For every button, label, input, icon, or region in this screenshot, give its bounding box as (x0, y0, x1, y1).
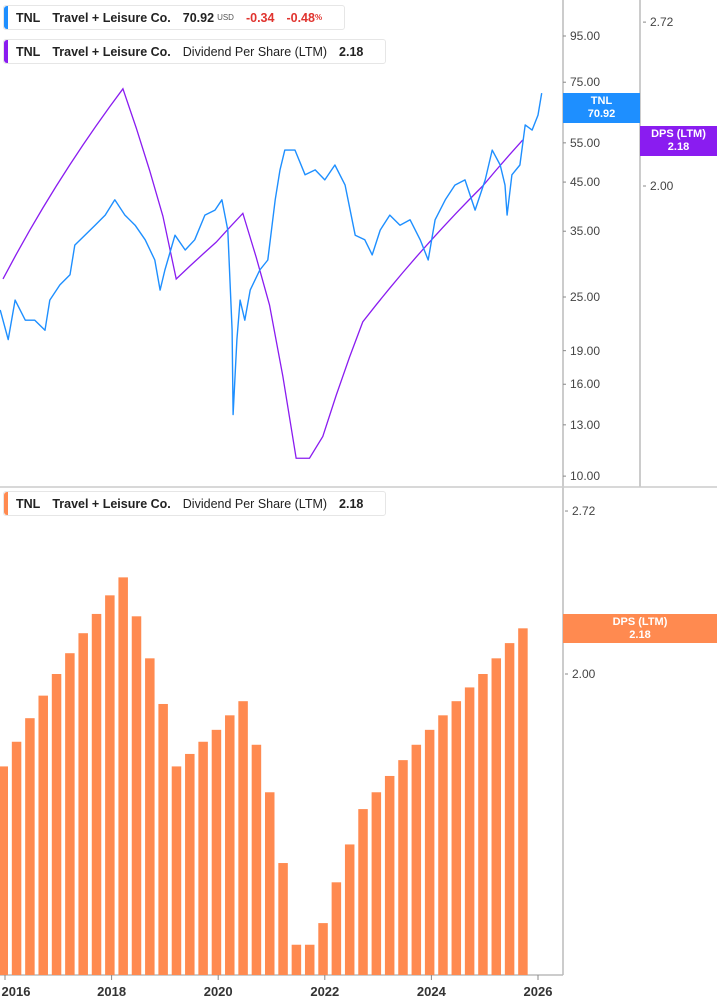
dps-tag-label: DPS (LTM) (612, 615, 668, 628)
dps-bar (238, 701, 248, 975)
dps-bar (518, 628, 528, 975)
dps-bar (438, 715, 448, 975)
dps-bar (331, 882, 342, 975)
legend-company: Travel + Leisure Co. (52, 44, 171, 59)
dps-bar (0, 766, 8, 975)
price-tick: 45.00 (570, 175, 601, 190)
x-tick-label: 2016 (1, 984, 31, 999)
dps-bar (464, 687, 475, 975)
dps-bar (504, 643, 515, 975)
dps-bar (171, 766, 182, 975)
legend-change: -0.34 (245, 10, 275, 25)
price-tag-label: TNL (590, 95, 613, 107)
x-tick-label: 2026 (523, 984, 553, 999)
price-tick: 55.00 (570, 135, 601, 150)
dps-bar (158, 703, 168, 975)
dps-bar (38, 695, 48, 975)
dps-bar (131, 616, 142, 975)
price-tag: TNL 70.92 (563, 93, 640, 123)
legend-ticker: TNL (16, 10, 41, 25)
dps-bottom-tag: DPS (LTM) 2.18 (563, 614, 717, 643)
dps-bar (291, 944, 302, 975)
legend-change-pct: -0.48 (286, 10, 315, 25)
dps-bar (478, 674, 488, 975)
dps-top-tag: DPS (LTM) 2.18 (640, 126, 717, 156)
legend-price-swatch (4, 6, 8, 29)
dps-bar (25, 718, 35, 975)
x-tick-label: 2020 (203, 984, 233, 999)
legend-dps-top[interactable]: TNL Travel + Leisure Co. Dividend Per Sh… (3, 39, 387, 64)
legend-value: 2.18 (339, 496, 364, 511)
dps-tick: 2.00 (650, 179, 674, 193)
legend-price-value: 70.92 (182, 10, 215, 25)
legend-metric: Dividend Per Share (LTM) (182, 496, 328, 511)
dps-tag-value: 2.18 (667, 141, 690, 153)
dps-bar (358, 809, 368, 975)
legend-dps-bottom[interactable]: TNL Travel + Leisure Co. Dividend Per Sh… (3, 491, 387, 516)
legend-company: Travel + Leisure Co. (52, 10, 171, 25)
x-tick-label: 2024 (416, 984, 446, 999)
dps-bar (11, 741, 22, 975)
dps-line (2, 87, 524, 459)
price-tick: 10.00 (570, 469, 601, 484)
dps-bar (384, 775, 395, 975)
dps-bar (145, 658, 155, 975)
dps-bar (398, 760, 408, 975)
dps-bar (304, 944, 315, 975)
price-tick: 75.00 (570, 75, 601, 90)
dps-bar (91, 613, 102, 975)
legend-ticker: TNL (16, 44, 41, 59)
dps-bar (491, 658, 502, 975)
price-tick: 16.00 (570, 377, 601, 392)
x-tick-label: 2018 (97, 984, 127, 999)
legend-ticker: TNL (16, 496, 41, 511)
dps-bar (371, 792, 382, 975)
dps-bar (118, 577, 128, 975)
dps-bar (105, 595, 115, 975)
x-tick-label: 2022 (310, 984, 340, 999)
dps-tag-value: 2.18 (629, 628, 651, 641)
price-tick: 95.00 (570, 29, 601, 43)
dps-tick: 2.72 (650, 15, 674, 30)
dps-bar (344, 844, 355, 975)
legend-dps-swatch (4, 40, 8, 63)
dps-bar (424, 729, 435, 975)
price-line (0, 92, 543, 416)
dps-bottom-tick: 2.72 (572, 504, 596, 519)
price-tick: 35.00 (570, 224, 601, 239)
price-tick: 19.00 (570, 343, 601, 358)
price-tick: 25.00 (570, 289, 601, 304)
dps-bar (318, 923, 328, 975)
legend-value: 2.18 (339, 44, 364, 59)
legend-currency: USD (217, 13, 234, 22)
dps-bottom-tick: 2.00 (572, 667, 596, 681)
dps-bar (278, 863, 288, 975)
dps-tag-label: DPS (LTM) (651, 128, 706, 140)
price-tag-value: 70.92 (587, 108, 616, 120)
dps-bar (65, 653, 75, 975)
legend-dps-swatch (4, 492, 8, 515)
dps-bar (185, 753, 195, 975)
dps-bar (411, 744, 422, 975)
dps-bar (211, 729, 222, 975)
dps-bar (225, 715, 235, 975)
legend-price[interactable]: TNL Travel + Leisure Co. 70.92 USD -0.34… (3, 5, 346, 30)
legend-pct-sign: % (314, 13, 323, 22)
legend-company: Travel + Leisure Co. (52, 496, 171, 511)
dps-bar (51, 674, 62, 975)
dps-bar (451, 701, 462, 975)
price-tick: 13.00 (570, 417, 601, 432)
dps-bar (78, 633, 88, 975)
dps-bar (251, 744, 262, 975)
dps-bar (265, 792, 275, 975)
dps-bar (198, 741, 208, 975)
legend-metric: Dividend Per Share (LTM) (182, 44, 328, 59)
